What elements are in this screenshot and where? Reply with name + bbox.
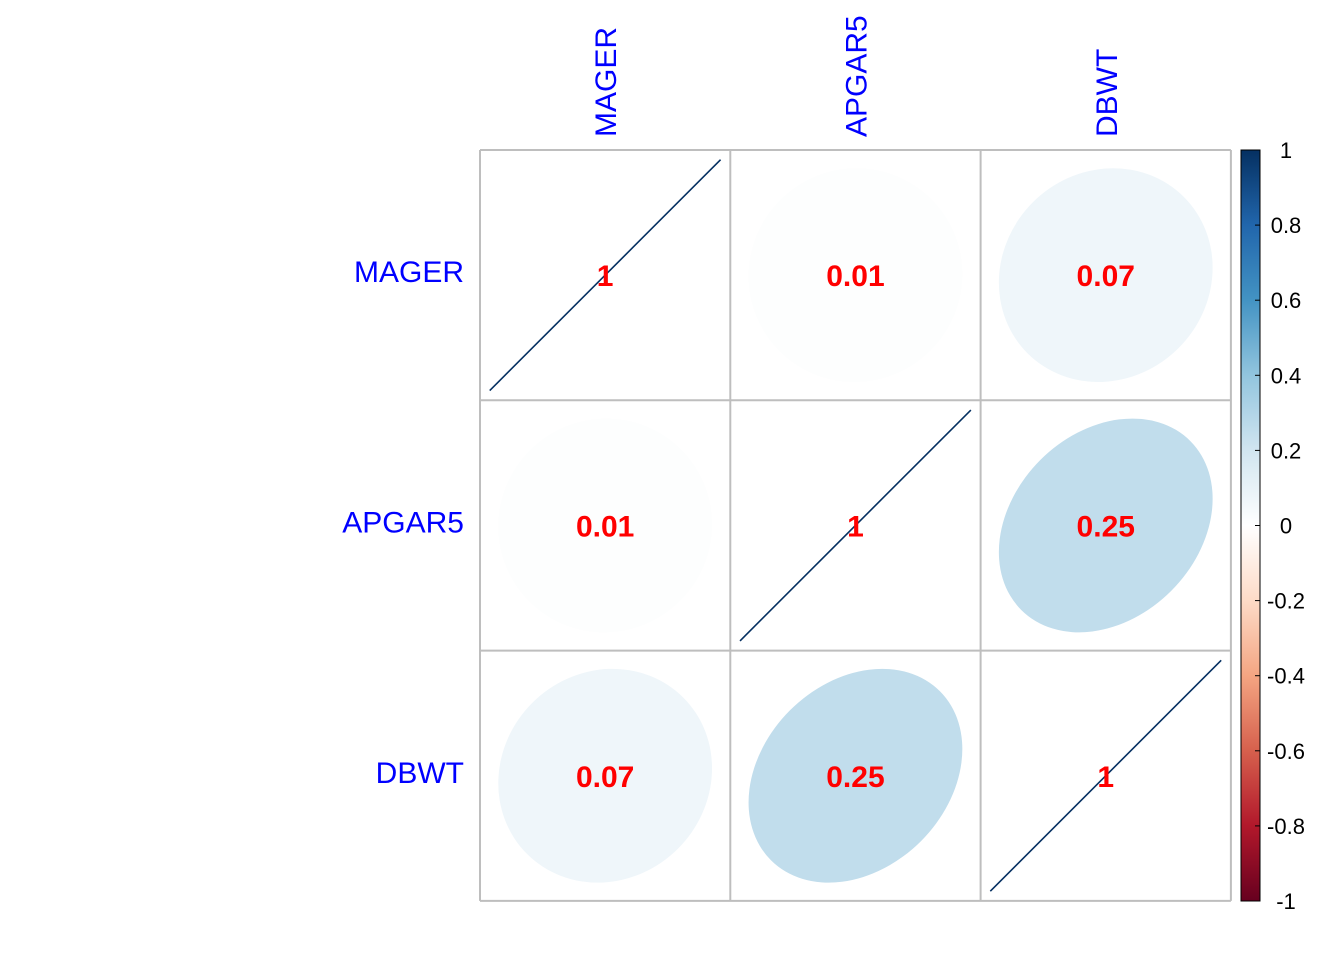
row-label-mager: MAGER (354, 256, 464, 289)
colorbar-tick-label: -0.4 (1267, 664, 1305, 689)
colorbar-tick-label: -0.8 (1267, 814, 1305, 839)
row-label-apgar5: APGAR5 (342, 506, 464, 539)
column-labels: MAGER APGAR5 DBWT (590, 15, 1124, 137)
value-label: 0.25 (1077, 510, 1135, 543)
cell-APGAR5-DBWT: 0.25 (998, 418, 1213, 633)
ellipse-mark (498, 418, 713, 633)
ellipse-mark (748, 668, 963, 883)
colorbar-tick-label: -0.2 (1267, 589, 1305, 614)
colorbar-tick-label: 1 (1280, 138, 1292, 163)
column-label-dbwt: DBWT (1091, 49, 1124, 137)
ellipse-mark (748, 168, 963, 383)
value-label: 0.07 (576, 761, 634, 794)
ellipse-mark (739, 409, 972, 642)
cell-APGAR5-APGAR5: 1 (739, 409, 972, 642)
colorbar-tick-label: 0.6 (1271, 288, 1302, 313)
value-label: 1 (597, 260, 614, 293)
cell-MAGER-APGAR5: 0.01 (748, 168, 963, 383)
cell-DBWT-MAGER: 0.07 (498, 668, 713, 883)
colorbar-tick-label: -1 (1276, 889, 1296, 914)
row-label-dbwt: DBWT (376, 757, 464, 790)
column-label-mager: MAGER (590, 27, 623, 137)
value-label: 0.01 (826, 260, 884, 293)
grid-lines (479, 149, 1232, 902)
cell-MAGER-MAGER: 1 (489, 159, 722, 392)
colorbar-tick-label: 0.4 (1271, 363, 1302, 388)
ellipse-mark (498, 668, 713, 883)
colorbar-tick-label: -0.6 (1267, 739, 1305, 764)
cell-APGAR5-MAGER: 0.01 (498, 418, 713, 633)
colorbar-ticks: 1 0.8 0.6 0.4 0.2 0 -0.2 -0.4 -0.6 -0.8 -1 (1255, 138, 1305, 914)
colorbar: 1 0.8 0.6 0.4 0.2 0 -0.2 -0.4 -0.6 -0.8 -1 (1240, 138, 1305, 914)
row-labels: MAGER APGAR5 DBWT (342, 256, 464, 790)
cell-MAGER-DBWT: 0.07 (998, 168, 1213, 383)
ellipse-mark (989, 659, 1222, 892)
colorbar-tick-label: 0.8 (1271, 213, 1302, 238)
column-label-apgar5: APGAR5 (840, 15, 873, 137)
cell-DBWT-APGAR5: 0.25 (748, 668, 963, 883)
value-label: 0.07 (1077, 260, 1135, 293)
value-label: 1 (1097, 761, 1114, 794)
value-label: 0.01 (576, 510, 634, 543)
ellipse-mark (998, 418, 1213, 633)
value-label: 1 (847, 510, 864, 543)
cell-DBWT-DBWT: 1 (989, 659, 1222, 892)
value-label: 0.25 (826, 761, 884, 794)
colorbar-tick-label: 0 (1280, 514, 1292, 539)
correlation-cells: 1 0.01 0.07 0.01 1 0.25 0.07 0.25 1 (489, 159, 1222, 892)
ellipse-mark (489, 159, 722, 392)
colorbar-tick-label: 0.2 (1271, 438, 1302, 463)
ellipse-mark (998, 168, 1213, 383)
